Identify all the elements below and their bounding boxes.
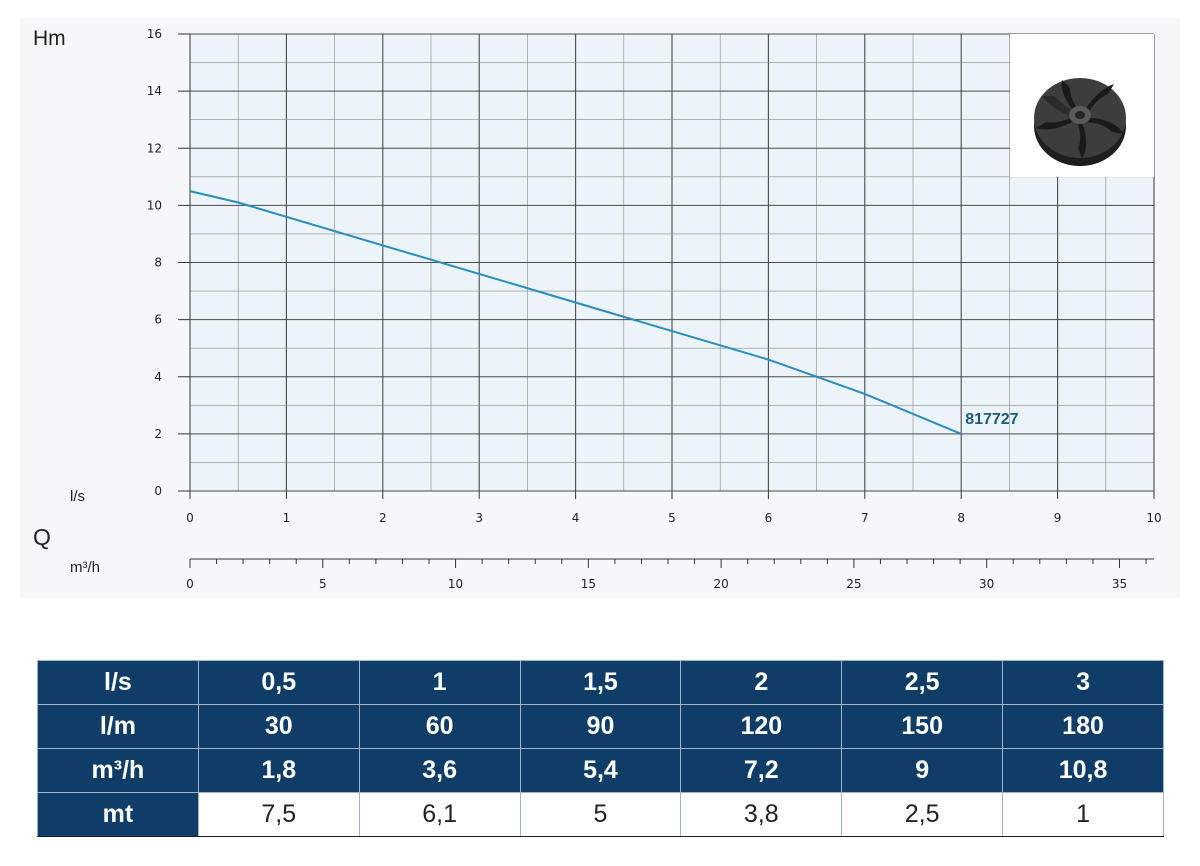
table-cell: 180	[1002, 704, 1164, 749]
x2-tick-label: 10	[448, 577, 463, 591]
x-tick-label: 6	[765, 511, 773, 525]
y-tick-label: 10	[147, 198, 162, 212]
y-tick-label: 6	[154, 313, 162, 327]
table-row-label: l/m	[37, 704, 199, 749]
x-tick-label: 1	[283, 511, 291, 525]
table-cell: 1,5	[519, 660, 682, 705]
table-row: l/m 30 60 90 120 150 180	[37, 704, 1164, 749]
x2-tick-label: 35	[1112, 577, 1127, 591]
x2-tick-label: 0	[186, 577, 194, 591]
x2-tick-label: 25	[846, 577, 861, 591]
y-tick-label: 2	[154, 427, 162, 441]
x-tick-label: 4	[572, 511, 580, 525]
table-cell: 10,8	[1002, 748, 1164, 793]
x2-tick-label: 30	[979, 577, 994, 591]
y-axis-unit: Hm	[33, 27, 66, 50]
x-tick-label: 10	[1146, 511, 1161, 525]
x-tick-label: 3	[475, 511, 483, 525]
table-row: l/s 0,5 1 1,5 2 2,5 3	[37, 660, 1164, 705]
performance-table: l/s 0,5 1 1,5 2 2,5 3 l/m 30 60 90 120 150 180 m³/h 1,8…	[37, 660, 1164, 837]
y-tick-label: 14	[147, 84, 162, 98]
x-tick-label: 9	[1054, 511, 1062, 525]
secondary-x-axis: 0 5 10 15 20 25 30 35	[186, 558, 1154, 591]
x-axis-unit-primary: l/s	[70, 488, 85, 505]
table-cell: 2,5	[841, 660, 1004, 705]
x-axis-ticks: 0 1 2 3 4 5 6 7 8 9 10	[186, 491, 1162, 525]
x-tick-label: 8	[957, 511, 965, 525]
table-cell: 7,2	[680, 748, 843, 793]
table-cell: 2,5	[841, 792, 1004, 837]
series-line-817727	[189, 190, 962, 435]
table-cell: 2	[680, 660, 843, 705]
x2-tick-label: 20	[713, 577, 728, 591]
y-tick-label: 8	[154, 256, 162, 270]
table-cell: 3,8	[680, 792, 843, 837]
table-cell: 30	[197, 704, 360, 749]
table-cell: 1,8	[197, 748, 360, 793]
table-cell: 60	[358, 704, 521, 749]
table-cell: 3,6	[358, 748, 521, 793]
x-tick-label: 2	[379, 511, 387, 525]
x2-tick-label: 5	[319, 577, 327, 591]
grid	[189, 33, 1155, 492]
table-cell: 90	[519, 704, 682, 749]
x-tick-label: 0	[186, 511, 194, 525]
table-cell: 3	[1002, 660, 1164, 705]
x-tick-label: 7	[861, 511, 869, 525]
table-row-label: m³/h	[37, 748, 199, 793]
flow-symbol: Q	[33, 524, 51, 550]
y-tick-label: 0	[154, 484, 162, 498]
impeller-icon	[1034, 78, 1126, 166]
y-tick-label: 16	[147, 27, 162, 41]
table-cell: 5,4	[519, 748, 682, 793]
table-cell: 9	[841, 748, 1004, 793]
table-row: m³/h 1,8 3,6 5,4 7,2 9 10,8	[37, 748, 1164, 793]
x-axis-unit-secondary: m³/h	[70, 559, 100, 576]
table-cell: 6,1	[358, 792, 521, 837]
x-tick-label: 5	[668, 511, 676, 525]
table-cell: 7,5	[197, 792, 360, 837]
x2-tick-label: 15	[581, 577, 596, 591]
y-tick-label: 12	[147, 141, 162, 155]
table-row-label: mt	[37, 792, 199, 837]
y-tick-label: 4	[154, 370, 162, 384]
table-cell: 0,5	[197, 660, 360, 705]
series-label-817727: 817727	[965, 411, 1018, 428]
table-row-label: l/s	[37, 660, 199, 705]
table-cell: 150	[841, 704, 1004, 749]
table-cell: 120	[680, 704, 843, 749]
table-cell: 5	[519, 792, 682, 837]
impeller-image	[1010, 34, 1154, 177]
table-row: mt 7,5 6,1 5 3,8 2,5 1	[37, 792, 1164, 837]
y-axis-ticks: 0 2 4 6 8 10 12 14 16	[147, 27, 190, 498]
table-cell: 1	[358, 660, 521, 705]
table-cell: 1	[1002, 792, 1164, 837]
